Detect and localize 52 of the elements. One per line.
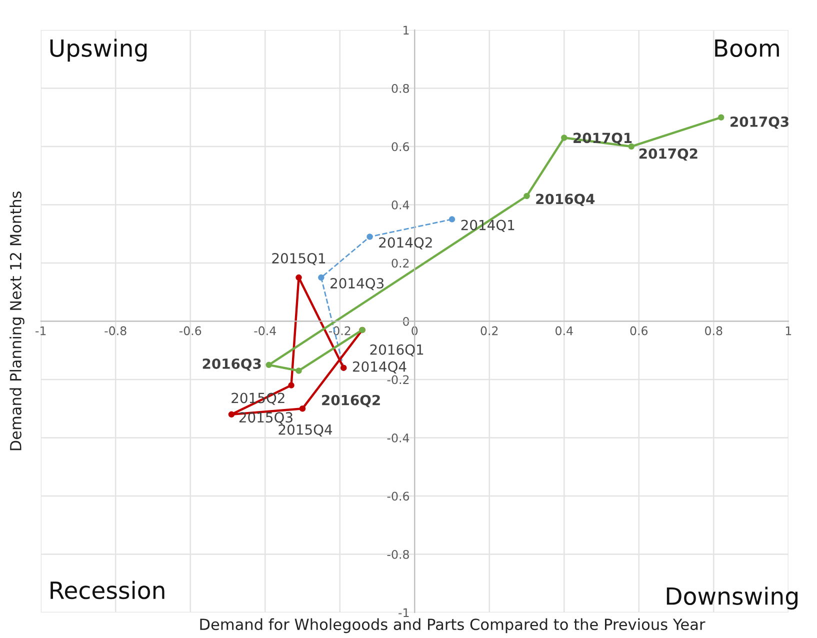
- point: [288, 382, 294, 388]
- y-tick-label: -0.8: [387, 550, 409, 559]
- annotation: 2014Q2: [379, 237, 432, 250]
- x-axis-title: Demand for Wholegoods and Parts Compared to the Previous Year: [200, 618, 706, 634]
- x-tick-label: 0.4: [556, 326, 573, 336]
- x-tick-label: 0.2: [480, 326, 498, 336]
- point: [228, 411, 235, 418]
- point: [296, 274, 302, 281]
- annotation: 2015Q3: [239, 412, 292, 424]
- annotation: Downswing: [666, 586, 798, 610]
- annotation: Upswing: [50, 38, 147, 62]
- y-tick-label: 0.4: [392, 200, 410, 210]
- y-tick-label: 0: [403, 316, 409, 326]
- annotation: 2015Q1: [272, 253, 326, 266]
- point: [561, 134, 568, 141]
- y-tick-label: 0.2: [392, 258, 409, 268]
- point: [266, 362, 272, 368]
- x-tick-label: -0.4: [254, 326, 276, 336]
- x-tick-label: 0.8: [705, 326, 722, 336]
- x-tick-label: -1: [36, 326, 46, 336]
- point: [524, 192, 530, 200]
- y-tick-label: 0.6: [392, 142, 410, 152]
- annotation: 2014Q3: [330, 278, 384, 290]
- annotation: 2015Q4: [278, 424, 332, 436]
- annotation: 2016Q4: [536, 194, 595, 206]
- x-tick-label: 0: [412, 326, 418, 336]
- y-tick-label: -1: [398, 608, 409, 617]
- x-tick-label: -0.8: [104, 326, 126, 336]
- y-tick-label: -0.2: [387, 375, 409, 384]
- x-tick-label: -0.6: [179, 326, 202, 336]
- y-tick-label: 0.8: [392, 84, 409, 93]
- point: [296, 368, 302, 374]
- annotation: 2017Q2: [639, 148, 698, 161]
- y-tick-label: -0.6: [387, 492, 410, 501]
- annotation: 2014Q4: [352, 361, 406, 374]
- point: [718, 114, 724, 120]
- point: [318, 274, 324, 281]
- annotation: 2016Q1: [370, 344, 424, 356]
- annotation: Boom: [715, 39, 779, 57]
- x-tick-label: 1: [786, 326, 792, 336]
- annotation: 2017Q3: [730, 116, 788, 129]
- x-tick-label: 0.6: [630, 326, 648, 336]
- y-tick-label: -0.4: [387, 433, 410, 442]
- annotation: 2017Q1: [574, 132, 632, 145]
- annotation: 2016Q3: [202, 358, 261, 371]
- annotation: 2016Q2: [322, 394, 380, 408]
- point: [448, 216, 456, 222]
- annotation: Recession: [50, 580, 164, 600]
- point: [366, 234, 373, 240]
- point: [299, 405, 306, 412]
- y-tick-label: 1: [404, 26, 409, 34]
- y-axis-title: Demand Planning Next 12 Months: [10, 192, 24, 450]
